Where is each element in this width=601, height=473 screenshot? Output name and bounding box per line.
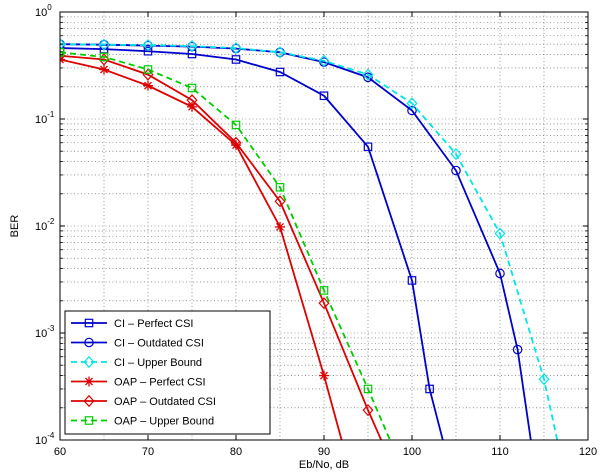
asterisk-stroke: [85, 377, 93, 386]
square-marker: [319, 286, 329, 295]
tick-layer: 60 70 80 90 100 110 120 100 10-1 10-2 10-3 10-4: [35, 3, 597, 458]
circle-marker: [363, 72, 373, 83]
square-marker: [407, 276, 417, 285]
diamond-marker: [83, 394, 95, 408]
diamond-marker: [98, 38, 110, 51]
square-marker: [84, 318, 94, 328]
diamond-marker: [362, 68, 374, 81]
square-marker: [275, 67, 285, 77]
diamond-marker: [230, 136, 242, 149]
y-axis-label: BER: [9, 215, 21, 238]
circle-marker: [451, 165, 461, 176]
asterisk-marker: [60, 54, 65, 65]
circle-marker: [512, 344, 523, 355]
y-tick-label: 10-3: [35, 324, 55, 340]
square-marker: [231, 55, 241, 64]
diamond-marker: [274, 46, 286, 59]
square-marker: [99, 52, 109, 62]
legend-box: [64, 310, 271, 435]
series-oap-perfect-csi: [60, 54, 343, 440]
legend: CI – Perfect CSI CI – Outdated CSI CI – Up…: [64, 310, 271, 435]
x-tick-label: 120: [579, 446, 597, 458]
diamond-marker: [60, 38, 66, 51]
legend-label: CI – Upper Bound: [114, 357, 202, 369]
series-line: [60, 43, 532, 440]
series-line: [60, 54, 383, 440]
diamond-marker: [318, 297, 330, 310]
x-tick-label: 70: [142, 446, 154, 458]
square-marker: [60, 48, 65, 57]
y-tick-label: 10-1: [35, 110, 55, 126]
legend-label: CI – Outdated CSI: [114, 338, 204, 350]
asterisk-marker: [99, 64, 109, 75]
square-marker: [425, 384, 434, 394]
diamond-marker: [83, 355, 95, 369]
asterisk-marker: [84, 376, 94, 387]
square-marker: [363, 384, 373, 394]
legend-item: CI – Perfect CSI: [71, 318, 193, 330]
diamond-marker: [450, 147, 462, 161]
diamond-marker: [142, 39, 154, 52]
y-tick-label: 10-4: [35, 431, 55, 447]
square-marker: [231, 120, 241, 130]
diamond-marker: [494, 227, 506, 240]
square-marker: [319, 91, 329, 101]
circle-marker: [495, 268, 505, 279]
diamond-marker: [230, 41, 242, 55]
x-tick-label: 100: [403, 446, 421, 458]
square-marker: [143, 65, 153, 74]
series-layer: [60, 38, 559, 440]
y-tick-label: 10-2: [35, 217, 55, 233]
y-tick-label: 100: [35, 3, 52, 19]
asterisk-stroke: [276, 222, 284, 231]
circle-marker: [84, 337, 94, 348]
series-oap-upper-bound: [60, 48, 391, 440]
x-axis-label: Eb/No, dB: [299, 459, 349, 471]
legend-label: OAP – Outdated CSI: [114, 396, 216, 408]
legend-item: CI – Outdated CSI: [71, 338, 204, 350]
asterisk-marker: [143, 80, 153, 91]
diamond-marker: [362, 404, 374, 417]
x-tick-label: 60: [54, 446, 66, 458]
asterisk-stroke: [60, 55, 64, 61]
square-marker: [143, 46, 153, 56]
diamond-marker: [186, 40, 198, 53]
series-line: [60, 43, 559, 440]
asterisk-stroke: [144, 81, 152, 90]
diamond-marker: [318, 54, 330, 67]
diamond-marker: [274, 195, 286, 208]
legend-item: CI – Upper Bound: [71, 355, 202, 369]
x-tick-label: 90: [318, 446, 330, 458]
asterisk-marker: [187, 101, 197, 112]
asterisk-stroke: [60, 58, 64, 64]
legend-label: OAP – Perfect CSI: [114, 377, 206, 389]
x-tick-label: 80: [230, 446, 242, 458]
square-marker: [275, 182, 285, 192]
diamond-marker: [186, 94, 198, 107]
square-marker: [187, 83, 197, 93]
asterisk-stroke: [232, 141, 240, 150]
square-marker: [363, 142, 373, 152]
diamond-marker: [406, 97, 418, 110]
asterisk-stroke: [188, 102, 196, 111]
asterisk-stroke: [100, 65, 108, 74]
x-tick-label: 110: [491, 446, 509, 458]
circle-marker: [407, 105, 417, 116]
asterisk-marker: [275, 221, 285, 232]
series-line: [60, 51, 391, 440]
series-line: [60, 58, 343, 440]
legend-label: OAP – Upper Bound: [114, 416, 214, 428]
series-ci-upper-bound: [60, 38, 559, 440]
square-marker: [84, 416, 94, 425]
legend-item: OAP – Upper Bound: [71, 416, 214, 428]
legend-item: OAP – Perfect CSI: [71, 376, 206, 389]
legend-label: CI – Perfect CSI: [114, 318, 193, 330]
series-line: [60, 47, 444, 440]
diamond-marker: [538, 373, 550, 386]
asterisk-marker: [319, 370, 329, 381]
asterisk-stroke: [320, 371, 328, 380]
legend-item: OAP – Outdated CSI: [71, 394, 216, 408]
